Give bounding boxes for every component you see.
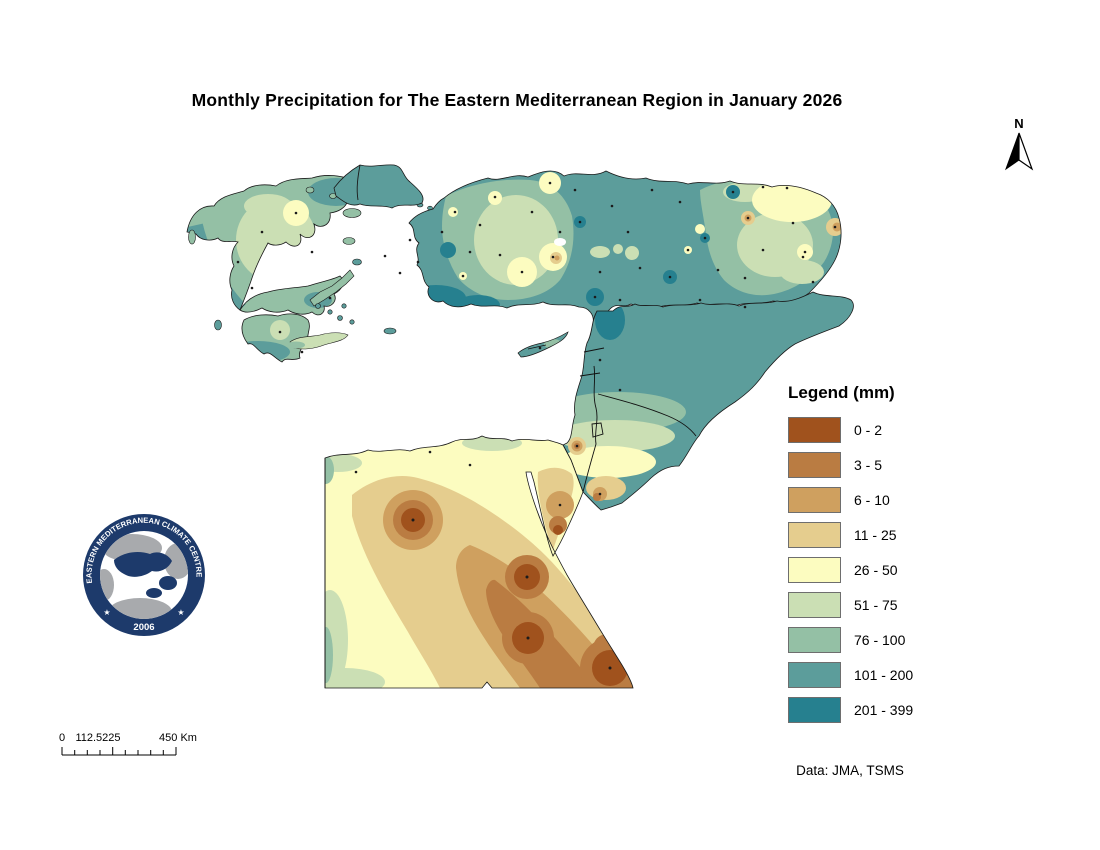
legend-item: 51 - 75 <box>788 592 988 618</box>
legend-class-label: 101 - 200 <box>854 667 914 683</box>
scale-label-end: 450 Km <box>159 732 197 744</box>
north-arrow: N <box>1004 116 1034 171</box>
legend-item: 201 - 399 <box>788 697 988 723</box>
scale-bar: 0 112.5225 450 Km <box>59 732 197 756</box>
legend-swatch <box>788 662 841 688</box>
legend-swatch <box>788 557 841 583</box>
logo-year: 2006 <box>133 622 154 633</box>
legend-class-label: 11 - 25 <box>854 527 897 543</box>
data-credit: Data: JMA, TSMS <box>796 763 904 778</box>
north-arrow-left-half <box>1004 132 1020 171</box>
legend-class-label: 51 - 75 <box>854 597 898 613</box>
legend-swatch <box>788 452 841 478</box>
logo-globe <box>100 534 188 619</box>
legend: Legend (mm) 0 - 2 3 - 5 6 - 10 11 - 25 26 - … <box>788 383 988 732</box>
station-dots <box>236 181 837 670</box>
emcc-logo: EASTERN MEDITERRANEAN CLIMATE CENTRE ★ ★… <box>83 514 205 636</box>
legend-swatch <box>788 487 841 513</box>
cyprus-island <box>517 331 569 358</box>
legend-swatch <box>788 522 841 548</box>
legend-item: 26 - 50 <box>788 557 988 583</box>
legend-class-label: 26 - 50 <box>854 562 898 578</box>
legend-items: 0 - 2 3 - 5 6 - 10 11 - 25 26 - 50 51 - 75 76 … <box>788 417 988 723</box>
logo-star-right: ★ <box>177 608 184 617</box>
north-label: N <box>1014 116 1023 131</box>
scale-label-mid: 112.5225 <box>75 732 120 744</box>
map-title: Monthly Precipitation for The Eastern Me… <box>191 90 843 110</box>
legend-item: 3 - 5 <box>788 452 988 478</box>
legend-swatch <box>788 627 841 653</box>
legend-item: 11 - 25 <box>788 522 988 548</box>
legend-class-label: 201 - 399 <box>854 702 914 718</box>
legend-item: 101 - 200 <box>788 662 988 688</box>
scale-ticks <box>61 747 177 756</box>
legend-item: 6 - 10 <box>788 487 988 513</box>
legend-class-label: 0 - 2 <box>854 422 883 438</box>
legend-item: 76 - 100 <box>788 627 988 653</box>
logo-star-left: ★ <box>103 608 110 617</box>
north-arrow-right-half <box>1018 132 1034 171</box>
scale-label-0: 0 <box>59 732 65 744</box>
legend-swatch <box>788 417 841 443</box>
legend-class-label: 76 - 100 <box>854 632 906 648</box>
aegean-islands <box>188 186 433 350</box>
legend-class-label: 3 - 5 <box>854 457 883 473</box>
legend-swatch <box>788 697 841 723</box>
legend-title: Legend (mm) <box>788 383 895 402</box>
legend-item: 0 - 2 <box>788 417 988 443</box>
legend-swatch <box>788 592 841 618</box>
legend-class-label: 6 - 10 <box>854 492 890 508</box>
